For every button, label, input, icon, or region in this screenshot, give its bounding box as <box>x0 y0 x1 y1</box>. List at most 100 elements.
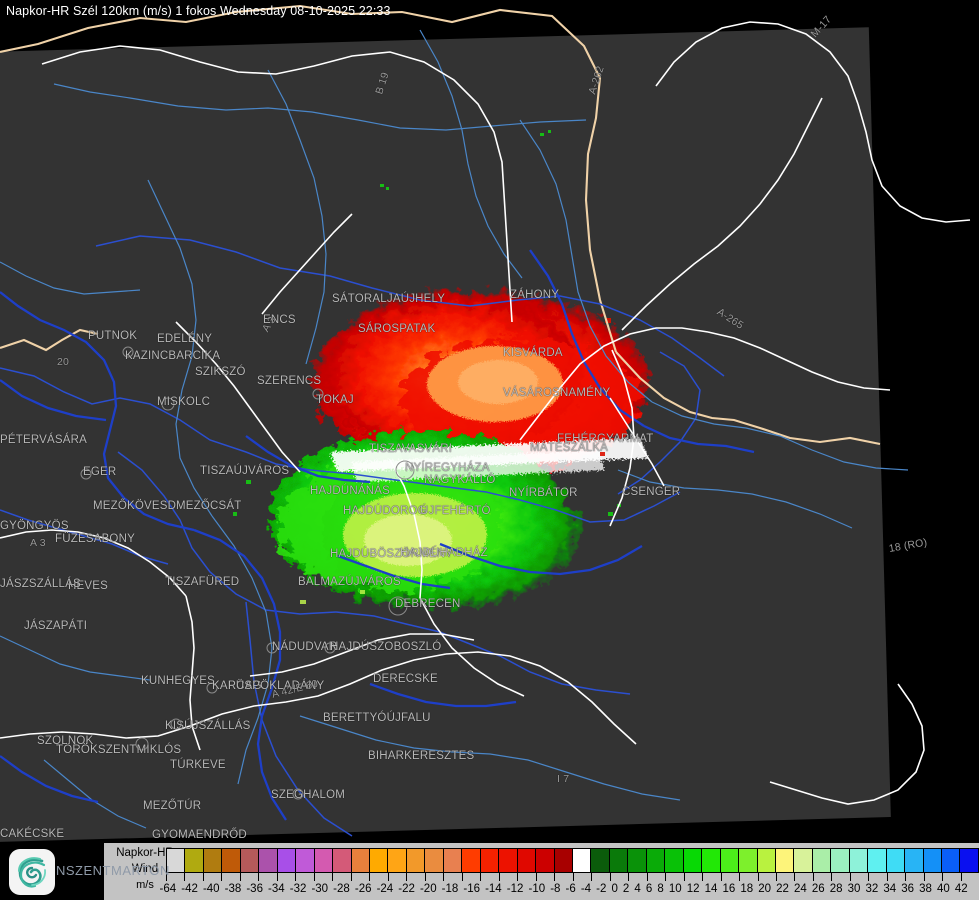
colorbar-swatch[interactable] <box>905 849 924 872</box>
colorbar-swatch[interactable] <box>536 849 555 872</box>
road-label: 20 <box>57 356 70 368</box>
colorbar-swatch[interactable] <box>628 849 647 872</box>
colorbar-swatch[interactable] <box>406 849 426 872</box>
colorbar-tick-label: -8 <box>550 883 561 895</box>
page-title: Napkor-HR Szél 120km (m/s) 1 fokos Wedne… <box>6 4 391 18</box>
colorbar[interactable]: -64 -42 -40 -38 -36 -34 -32 -30 -28 -26 -24 -22 -20-… <box>160 843 979 900</box>
colorbar-swatch[interactable] <box>314 849 334 872</box>
city-label: PÉTERVÁSÁRA <box>0 434 87 446</box>
colorbar-tick-label: -20 <box>419 883 437 895</box>
colorbar-tick <box>812 873 831 881</box>
colorbar-swatch[interactable] <box>443 849 463 872</box>
city-label: MÁTÉSZALKA <box>530 442 609 454</box>
colorbar-swatch[interactable] <box>277 849 297 872</box>
colorbar-swatch[interactable] <box>296 849 315 872</box>
colorbar-swatch[interactable] <box>388 849 407 872</box>
colorbar-tick <box>960 873 979 881</box>
city-label: MEZŐKÖVESD <box>93 500 177 512</box>
colorbar-swatch[interactable] <box>794 849 813 872</box>
colorbar-swatch[interactable] <box>554 849 573 872</box>
colorbar-swatch[interactable] <box>185 849 204 872</box>
colorbar-tick <box>332 873 350 881</box>
colorbar-tick-label: -36 <box>246 883 263 895</box>
city-label: EDELÉNY <box>157 333 213 345</box>
colorbar-swatch[interactable] <box>942 849 961 872</box>
colorbar-swatch[interactable] <box>609 849 629 872</box>
colorbar-swatch[interactable] <box>775 849 795 872</box>
colorbar-tick-label: 20 <box>758 883 772 895</box>
colorbar-tick-label: 40 <box>936 883 950 895</box>
colorbar-swatch[interactable] <box>702 849 721 872</box>
colorbar-tick <box>646 873 665 881</box>
colorbar-tick-label: 16 <box>722 883 736 895</box>
colorbar-tick-label: -28 <box>333 883 350 895</box>
colorbar-swatch[interactable] <box>351 849 370 872</box>
city-label: BERETTYÓÚJFALU <box>323 712 431 724</box>
radar-map[interactable]: PUTNOK EDELÉNY KAZINCBARCIKA SZIKSZÓ SZERENC… <box>0 0 979 843</box>
colorbar-swatch[interactable] <box>960 849 978 872</box>
colorbar-tick-label: 22 <box>776 883 789 895</box>
colorbar-swatch[interactable] <box>868 849 887 872</box>
colorbar-swatch[interactable] <box>333 849 352 872</box>
colorbar-tick-label: -26 <box>354 883 372 895</box>
cyclone-spiral-icon <box>9 849 55 895</box>
city-label: TISZAFÜRED <box>165 576 240 588</box>
city-label: HEVES <box>68 580 108 592</box>
colorbar-swatch[interactable] <box>369 849 389 872</box>
colorbar-tick <box>942 873 960 881</box>
city-label: HAJDÚBÖSZÖRMÉNY <box>330 548 454 560</box>
colorbar-tick <box>665 873 683 881</box>
colorbar-swatches[interactable] <box>166 848 979 873</box>
colorbar-tick-label: -4 <box>580 883 592 895</box>
colorbar-tick-label: 14 <box>704 883 718 895</box>
city-label: CSENGER <box>622 486 681 498</box>
colorbar-swatch[interactable] <box>591 849 610 872</box>
colorbar-swatch[interactable] <box>683 849 703 872</box>
colorbar-tick <box>554 873 572 881</box>
colorbar-swatch[interactable] <box>240 849 260 872</box>
colorbar-tick <box>184 873 202 881</box>
colorbar-swatch[interactable] <box>720 849 740 872</box>
city-label: JÁSZAPÁTI <box>24 620 88 632</box>
colorbar-swatch[interactable] <box>849 849 869 872</box>
colorbar-swatch[interactable] <box>203 849 223 872</box>
colorbar-tick-label: -6 <box>565 883 576 895</box>
colorbar-tick-label: 28 <box>829 883 843 895</box>
colorbar-swatch[interactable] <box>222 849 241 872</box>
colorbar-swatch[interactable] <box>757 849 776 872</box>
colorbar-swatch[interactable] <box>425 849 444 872</box>
colorbar-tick-label: 0 <box>611 883 618 895</box>
colorbar-swatch[interactable] <box>517 849 537 872</box>
colorbar-swatch[interactable] <box>646 849 666 872</box>
colorbar-tick-label: -14 <box>485 883 502 895</box>
city-label: BALMAZÚJVÁROS <box>298 576 401 588</box>
city-label: EGER <box>83 466 117 478</box>
colorbar-tick-label: -30 <box>311 883 329 895</box>
colorbar-tick <box>702 873 720 881</box>
colorbar-tick-label: 8 <box>657 883 664 895</box>
colorbar-tick <box>775 873 794 881</box>
colorbar-swatch[interactable] <box>812 849 832 872</box>
colorbar-swatch[interactable] <box>886 849 906 872</box>
colorbar-swatch[interactable] <box>499 849 518 872</box>
city-label: TÖRÖKSZENTMIKLÓS <box>56 744 182 756</box>
legend-quantity: Wind <box>131 863 159 875</box>
city-label: FÜZESABONY <box>55 533 135 545</box>
colorbar-swatch[interactable] <box>167 849 186 872</box>
colorbar-tick-label: -16 <box>463 883 480 895</box>
colorbar-swatch[interactable] <box>831 849 850 872</box>
city-label: HAJDÚSZOBOSZLÓ <box>330 641 442 653</box>
city-label: ENCS <box>263 314 296 326</box>
colorbar-swatch[interactable] <box>739 849 758 872</box>
colorbar-tick <box>794 873 812 881</box>
colorbar-swatch[interactable] <box>480 849 500 872</box>
colorbar-swatch[interactable] <box>923 849 943 872</box>
colorbar-tick-label: -38 <box>224 883 242 895</box>
colorbar-tick-label: -12 <box>506 883 524 895</box>
colorbar-swatch[interactable] <box>259 849 278 872</box>
city-label: PÜSPÖKLADÁNY <box>228 680 325 692</box>
colorbar-swatch[interactable] <box>462 849 481 872</box>
colorbar-swatch[interactable] <box>665 849 684 872</box>
colorbar-tick-label: 42 <box>954 883 968 895</box>
colorbar-swatch[interactable] <box>572 849 592 872</box>
